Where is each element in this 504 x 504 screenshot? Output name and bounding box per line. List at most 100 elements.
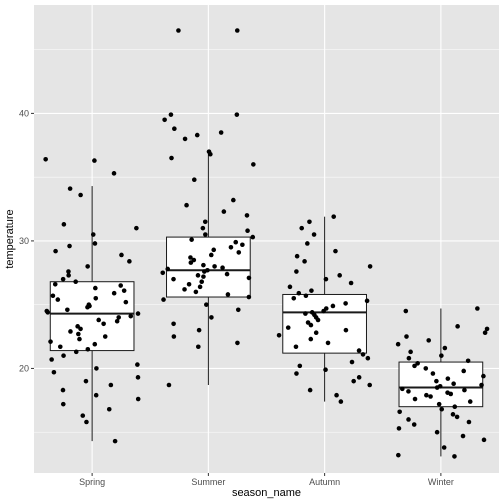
data-point	[396, 426, 402, 431]
data-point	[52, 281, 58, 287]
data-point	[403, 308, 409, 314]
box-iqr	[282, 293, 367, 354]
data-point	[367, 264, 373, 269]
data-point	[434, 429, 440, 435]
data-point	[400, 386, 405, 392]
data-point	[307, 219, 312, 225]
data-point	[234, 112, 240, 117]
data-point	[127, 259, 132, 264]
data-point	[308, 322, 314, 328]
data-point	[461, 368, 466, 374]
data-point	[442, 345, 448, 351]
data-point	[201, 274, 206, 279]
data-point	[50, 293, 56, 299]
data-point	[367, 382, 372, 388]
data-point	[321, 308, 326, 314]
data-point	[165, 266, 171, 272]
data-point	[244, 213, 250, 218]
data-point	[465, 358, 471, 364]
data-point	[193, 289, 199, 295]
data-point	[102, 334, 108, 339]
data-point	[424, 392, 429, 398]
data-point	[202, 219, 208, 225]
data-point	[221, 209, 227, 214]
data-point	[309, 288, 314, 293]
data-point	[161, 297, 166, 302]
data-point	[297, 363, 303, 369]
data-point	[93, 295, 99, 301]
data-point	[323, 367, 328, 373]
data-point	[325, 340, 331, 346]
data-point	[119, 252, 124, 258]
data-point	[479, 382, 484, 388]
data-point	[90, 232, 96, 237]
data-point	[406, 389, 411, 394]
data-point	[61, 222, 67, 227]
data-point	[160, 270, 166, 276]
y-axis-ticks: 20 30 40	[19, 108, 34, 373]
data-point	[454, 414, 460, 420]
data-point	[168, 112, 174, 117]
data-point	[234, 28, 240, 33]
data-point	[349, 359, 355, 365]
data-point	[395, 341, 401, 347]
data-point	[411, 422, 417, 427]
data-point	[108, 382, 114, 388]
data-point	[111, 290, 117, 296]
data-point	[188, 255, 193, 260]
data-point	[397, 409, 402, 415]
data-point	[162, 117, 167, 123]
data-point	[343, 327, 349, 333]
data-point	[296, 290, 302, 296]
data-point	[285, 325, 291, 330]
data-point	[191, 177, 197, 183]
data-point	[203, 232, 208, 237]
y-tick-label: 40	[19, 108, 29, 118]
data-point	[428, 394, 433, 399]
data-point	[66, 269, 71, 274]
data-point	[209, 315, 214, 320]
data-point	[228, 244, 234, 250]
data-point	[462, 387, 467, 393]
data-point	[106, 406, 112, 412]
data-point	[423, 366, 429, 371]
data-point	[60, 401, 66, 407]
data-point	[92, 158, 97, 163]
data-point	[236, 250, 242, 255]
data-point	[364, 298, 370, 304]
x-tick-label: Summer	[191, 477, 225, 487]
data-point	[199, 279, 205, 285]
data-point	[78, 326, 83, 332]
data-point	[404, 334, 409, 339]
data-point	[430, 371, 436, 376]
data-point	[43, 156, 48, 162]
data-point	[305, 241, 310, 246]
data-point	[73, 279, 78, 285]
data-point	[436, 401, 442, 407]
data-point	[197, 284, 203, 290]
data-point	[415, 361, 420, 366]
data-point	[57, 344, 63, 350]
data-point	[218, 130, 224, 135]
data-point	[118, 283, 124, 288]
data-point	[313, 330, 319, 336]
data-point	[323, 276, 329, 282]
data-point	[60, 276, 66, 282]
x-axis-ticks: Spring Summer Autumn Winter	[79, 473, 454, 487]
data-point	[66, 273, 71, 278]
data-point	[466, 419, 472, 425]
data-point	[448, 391, 454, 397]
data-point	[291, 295, 297, 301]
data-point	[293, 344, 299, 350]
data-point	[65, 307, 70, 313]
data-point	[481, 437, 487, 443]
data-point	[231, 197, 236, 203]
data-point	[93, 392, 99, 398]
data-point	[176, 28, 181, 33]
data-point	[169, 155, 174, 161]
data-point	[235, 340, 240, 346]
data-point	[60, 387, 66, 393]
data-point	[348, 280, 354, 286]
data-point	[211, 247, 217, 253]
y-axis-title: temperature	[4, 209, 16, 268]
